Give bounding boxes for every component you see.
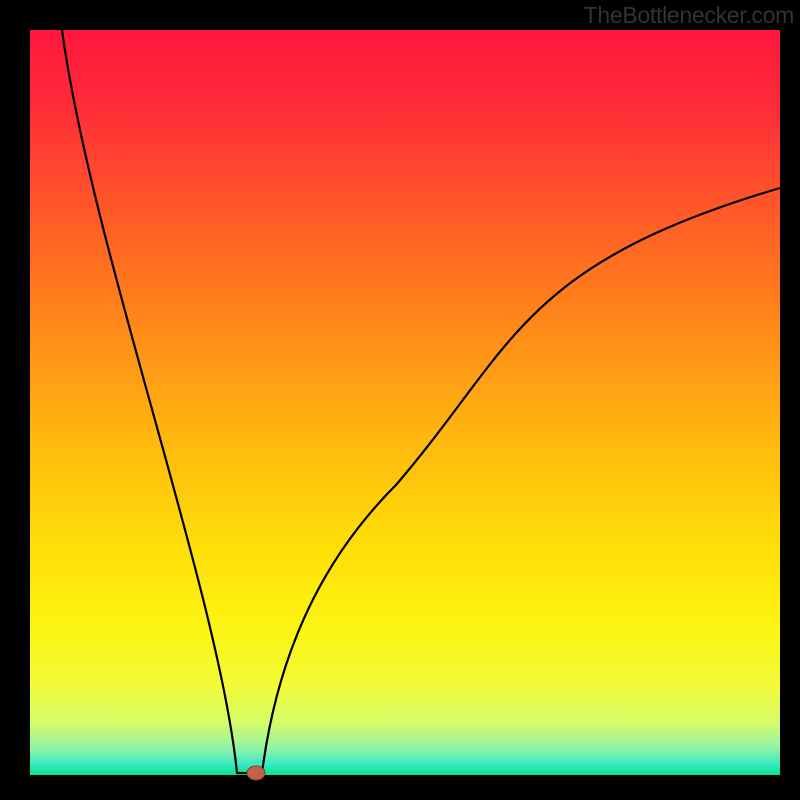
watermark-text: TheBottlenecker.com [584,2,794,29]
bottleneck-chart [0,0,800,800]
frame-right [780,0,800,800]
frame-bottom [0,775,800,800]
chart-container: TheBottlenecker.com [0,0,800,800]
optimal-point-marker [247,766,265,780]
plot-background [30,30,780,775]
frame-left [0,0,30,800]
